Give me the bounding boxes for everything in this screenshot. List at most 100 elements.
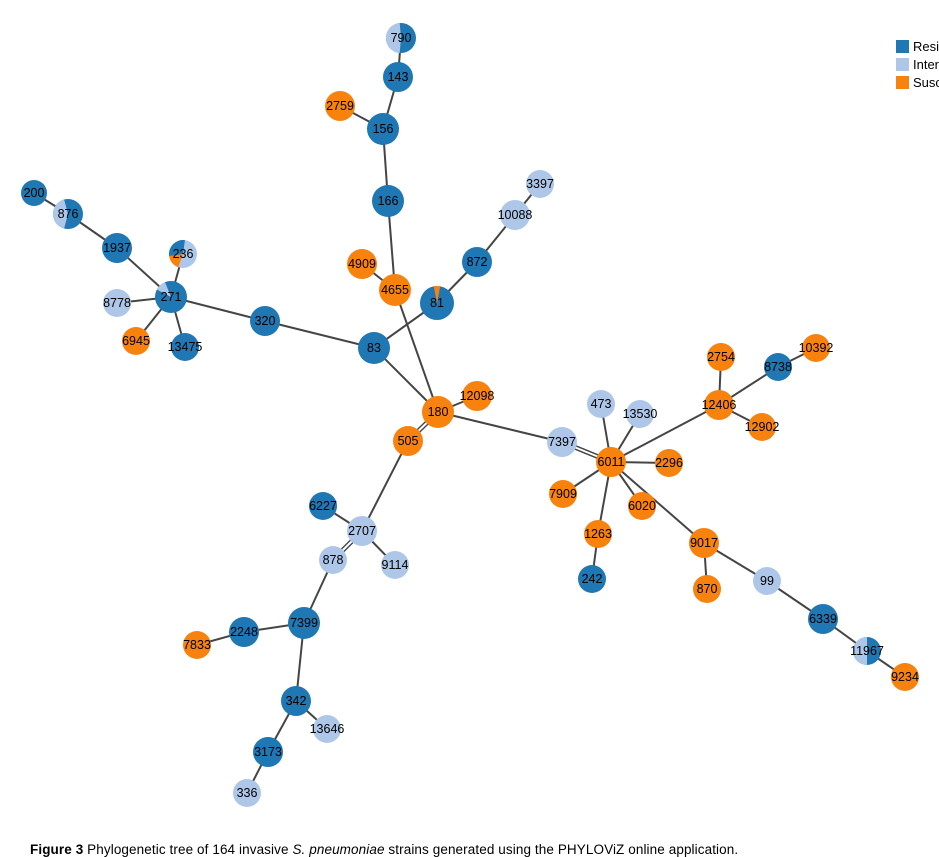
network-node: 7909 <box>549 480 577 508</box>
node-label: 4909 <box>348 257 376 271</box>
node-label: 10088 <box>498 208 533 222</box>
network-node: 1263 <box>584 520 612 548</box>
network-node: 156 <box>367 113 399 145</box>
network-node: 473 <box>587 390 615 418</box>
node-label: 320 <box>255 314 276 328</box>
node-label: 81 <box>430 296 444 310</box>
network-node: 166 <box>372 185 404 217</box>
network-node: 271 <box>155 281 187 313</box>
node-wedge <box>386 23 401 53</box>
network-edge <box>610 404 720 463</box>
legend-swatch-susceptible <box>896 75 909 89</box>
node-label: 6011 <box>598 455 625 469</box>
node-label: 876 <box>58 207 79 221</box>
network-node: 10392 <box>799 334 833 362</box>
node-wedge <box>853 637 867 665</box>
node-label: 1937 <box>103 241 131 255</box>
node-label: 13530 <box>623 407 658 421</box>
node-wedge <box>156 282 171 297</box>
node-label: 12098 <box>460 389 495 403</box>
network-node: 13475 <box>168 333 202 361</box>
network-node: 6020 <box>628 492 656 520</box>
network-node: 336 <box>233 779 261 807</box>
node-label: 2759 <box>326 99 354 113</box>
node-label: 13646 <box>310 722 345 736</box>
legend-item-intermediate: Inter <box>896 55 939 73</box>
node-wedge <box>169 254 183 268</box>
network-node: 3173 <box>253 737 283 767</box>
node-label: 6339 <box>809 612 837 626</box>
network-node: 2248 <box>229 617 259 647</box>
legend-item-susceptible: Susc <box>896 73 939 91</box>
network-node: 342 <box>281 686 311 716</box>
network-node: 8738 <box>764 353 792 381</box>
network-node: 4655 <box>379 274 411 306</box>
network-node: 790 <box>386 23 416 53</box>
network-node: 12406 <box>702 390 737 420</box>
legend: Resis Inter Susc <box>896 37 939 91</box>
node-label: 9114 <box>382 558 409 572</box>
figure-caption-label: Figure 3 <box>30 841 84 857</box>
node-label: 1263 <box>584 527 612 541</box>
node-label: 870 <box>697 582 718 596</box>
network-node: 180 <box>422 396 454 428</box>
figure-caption: Figure 3 Phylogenetic tree of 164 invasi… <box>30 842 910 857</box>
node-label: 3397 <box>526 177 554 191</box>
node-label: 790 <box>391 31 412 45</box>
node-label: 271 <box>161 290 182 304</box>
node-label: 242 <box>582 572 603 586</box>
node-label: 7833 <box>183 638 211 652</box>
network-node: 83 <box>358 332 390 364</box>
network-node: 2707 <box>347 516 377 546</box>
node-label: 6020 <box>628 499 656 513</box>
network-node: 9114 <box>381 551 409 579</box>
node-label: 878 <box>323 553 344 567</box>
node-label: 505 <box>398 434 419 448</box>
legend-label-resistant: Resis <box>913 38 939 54</box>
network-node: 200 <box>21 180 47 206</box>
node-label: 12902 <box>745 420 780 434</box>
node-label: 156 <box>373 122 394 136</box>
network-edge <box>361 440 409 532</box>
node-label: 9234 <box>891 670 919 684</box>
node-wedge <box>433 285 441 303</box>
node-label: 2754 <box>707 350 735 364</box>
network-node: 236 <box>169 240 197 268</box>
network-edge <box>170 296 266 322</box>
figure-caption-text-1: Phylogenetic tree of 164 invasive <box>83 841 293 857</box>
network-node: 3397 <box>526 170 554 198</box>
network-node: 2296 <box>655 449 683 477</box>
network-node: 143 <box>383 62 413 92</box>
network-node: 10088 <box>498 200 533 230</box>
node-label: 143 <box>388 70 409 84</box>
node-label: 3173 <box>254 745 282 759</box>
node-label: 8778 <box>103 296 131 310</box>
network-node: 2754 <box>707 343 735 371</box>
network-node: 9017 <box>689 528 719 558</box>
legend-item-resistant: Resis <box>896 37 939 55</box>
network-node: 9234 <box>891 663 919 691</box>
network-node: 870 <box>693 575 721 603</box>
node-label: 7399 <box>290 616 318 630</box>
node-label: 12406 <box>702 398 737 412</box>
node-label: 200 <box>24 186 45 200</box>
node-label: 2707 <box>348 524 376 538</box>
network-node: 878 <box>319 546 347 574</box>
node-label: 11967 <box>850 644 884 658</box>
node-label: 6227 <box>309 499 337 513</box>
network-node: 12902 <box>745 413 780 441</box>
node-label: 2248 <box>230 625 258 639</box>
network-node: 876 <box>52 199 83 229</box>
node-layer: 790 143 2759 156 166 3397 10088 872 4909 4655 81 20… <box>21 23 919 807</box>
node-label: 7909 <box>549 487 577 501</box>
legend-swatch-resistant <box>896 39 909 53</box>
node-label: 2296 <box>655 456 683 470</box>
node-label: 473 <box>591 397 612 411</box>
node-wedge <box>52 199 68 229</box>
node-label: 4655 <box>381 283 409 297</box>
network-edge <box>610 461 705 544</box>
node-label: 6945 <box>122 334 150 348</box>
edge-layer <box>33 37 906 794</box>
network-node: 320 <box>250 306 280 336</box>
node-label: 342 <box>286 694 307 708</box>
